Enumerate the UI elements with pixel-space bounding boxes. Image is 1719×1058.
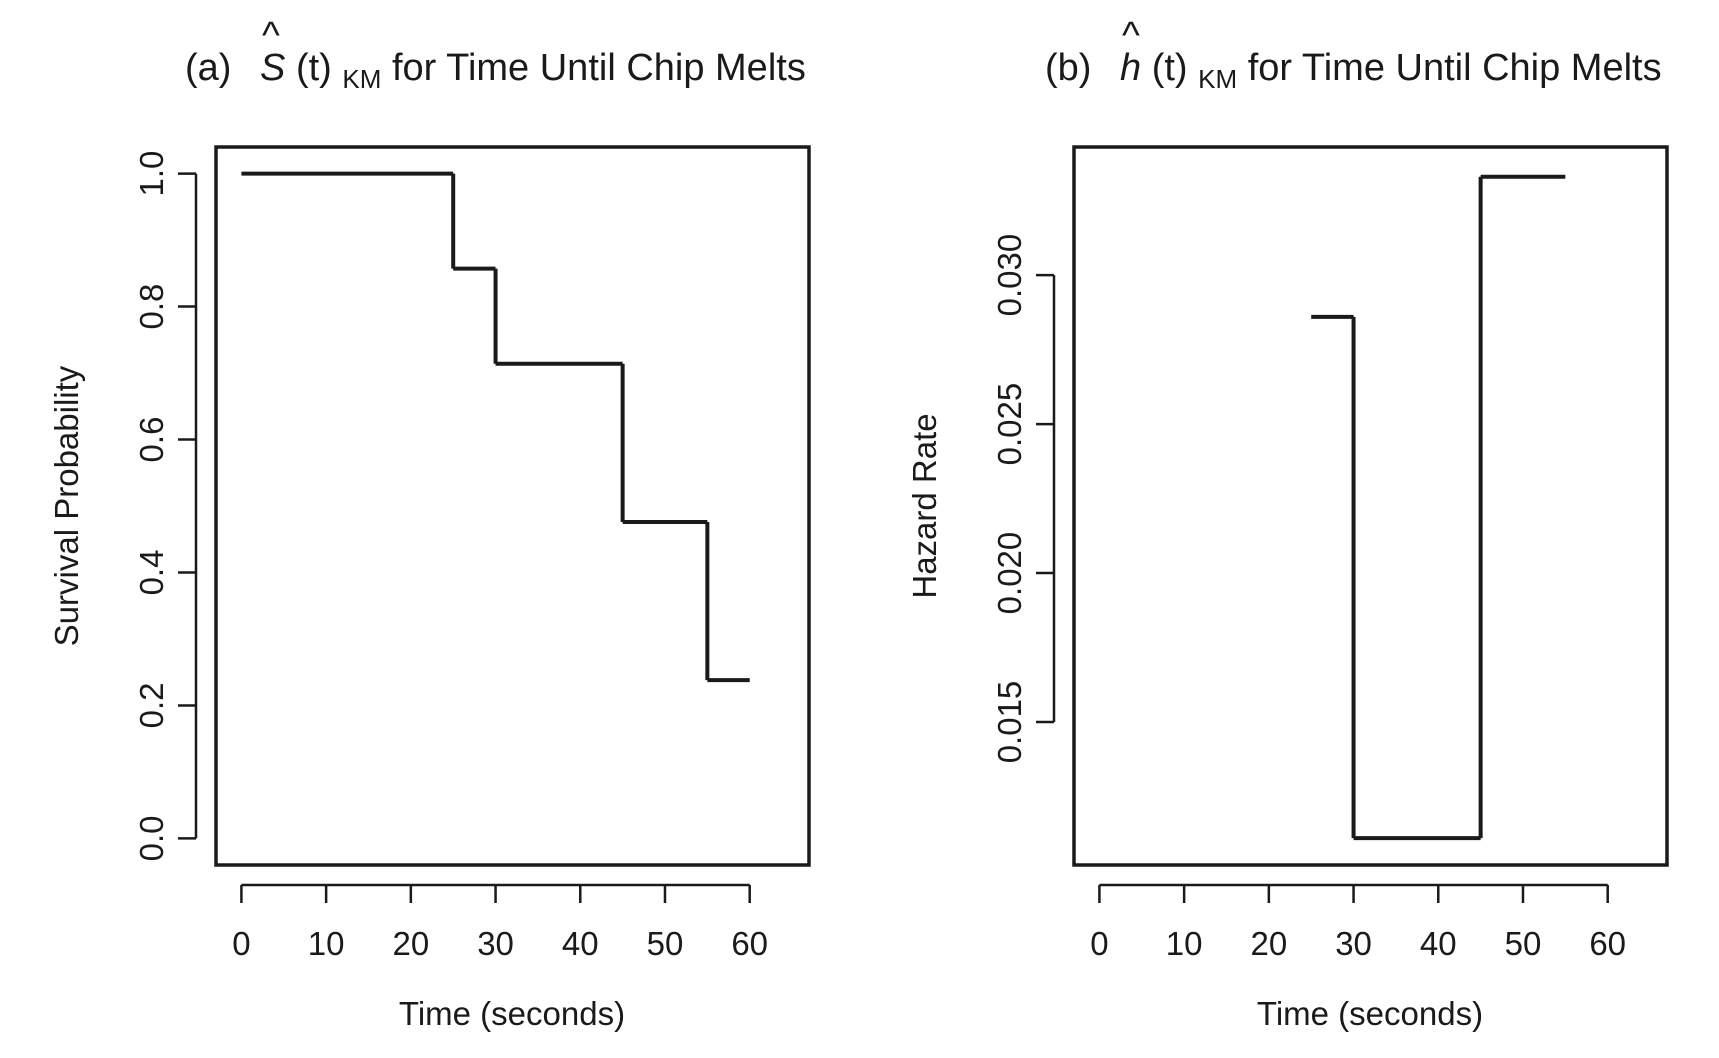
survival-x-tick-label: 0 xyxy=(232,925,250,962)
hazard-x-label: Time (seconds) xyxy=(1257,995,1483,1032)
hazard-title-hat: ^ xyxy=(1122,15,1140,57)
survival-x-tick-label: 40 xyxy=(562,925,599,962)
hazard-title: (b) h (t) KM for Time Until Chip Melts xyxy=(1045,47,1662,97)
hazard-y-tick-label: 0.015 xyxy=(991,681,1028,764)
survival-title-symbol: S xyxy=(260,47,285,89)
hazard-step-line xyxy=(1311,174,1566,841)
survival-x-tick-label: 10 xyxy=(308,925,345,962)
survival-y-tick-label: 0.6 xyxy=(133,417,170,463)
survival-x-label: Time (seconds) xyxy=(399,995,625,1032)
survival-y-tick-label: 0.4 xyxy=(133,550,170,596)
survival-x-tick-label: 50 xyxy=(647,925,684,962)
survival-title-arg: (t) xyxy=(296,47,332,89)
hazard-y-tick-label: 0.030 xyxy=(991,234,1028,317)
hazard-title-prefix: (b) xyxy=(1045,47,1091,89)
survival-step-line xyxy=(241,171,750,683)
hazard-x-tick-label: 40 xyxy=(1420,925,1457,962)
survival-title-rest: for Time Until Chip Melts xyxy=(392,47,806,89)
survival-title: (a) S (t) KM for Time Until Chip Melts xyxy=(185,47,806,97)
hazard-title-subscript: KM xyxy=(1198,64,1237,94)
hazard-x-tick-label: 60 xyxy=(1589,925,1626,962)
survival-plot-frame xyxy=(214,145,811,867)
survival-y-tick-label: 0.0 xyxy=(133,815,170,861)
survival-x-tick-label: 30 xyxy=(477,925,514,962)
hazard-plot-frame xyxy=(1072,145,1669,867)
survival-x-tick-label: 60 xyxy=(731,925,768,962)
hazard-title-arg: (t) xyxy=(1152,47,1188,89)
survival-x-tick-label: 20 xyxy=(392,925,429,962)
survival-title-hat: ^ xyxy=(262,15,280,57)
survival-y-label: Survival Probability xyxy=(48,365,85,646)
survival-y-axis: 0.0 0.2 0.4 0.6 0.8 1.0 xyxy=(133,151,198,861)
hazard-y-axis: 0.015 0.020 0.025 0.030 xyxy=(991,234,1056,764)
hazard-x-tick-label: 0 xyxy=(1090,925,1108,962)
survival-y-tick-label: 0.2 xyxy=(133,683,170,729)
hazard-y-tick-label: 0.020 xyxy=(991,532,1028,615)
survival-title-subscript: KM xyxy=(342,64,381,94)
hazard-x-tick-label: 50 xyxy=(1505,925,1542,962)
hazard-title-symbol: h xyxy=(1120,47,1141,89)
hazard-y-tick-label: 0.025 xyxy=(991,383,1028,466)
hazard-title-rest: for Time Until Chip Melts xyxy=(1248,47,1662,89)
survival-y-tick-label: 1.0 xyxy=(133,151,170,197)
survival-y-tick-label: 0.8 xyxy=(133,284,170,330)
hazard-x-tick-label: 10 xyxy=(1166,925,1203,962)
survival-x-axis: 0 10 20 30 40 50 60 xyxy=(232,883,768,962)
hazard-x-tick-label: 30 xyxy=(1335,925,1372,962)
survival-title-prefix: (a) xyxy=(185,47,231,89)
hazard-y-label: Hazard Rate xyxy=(906,413,943,598)
hazard-x-tick-label: 20 xyxy=(1250,925,1287,962)
hazard-panel: (b) h (t) KM for Time Until Chip Melts ^… xyxy=(906,15,1669,1032)
hazard-x-axis: 0 10 20 30 40 50 60 xyxy=(1090,883,1626,962)
survival-panel: (a) S (t) KM for Time Until Chip Melts ^… xyxy=(48,15,811,1032)
